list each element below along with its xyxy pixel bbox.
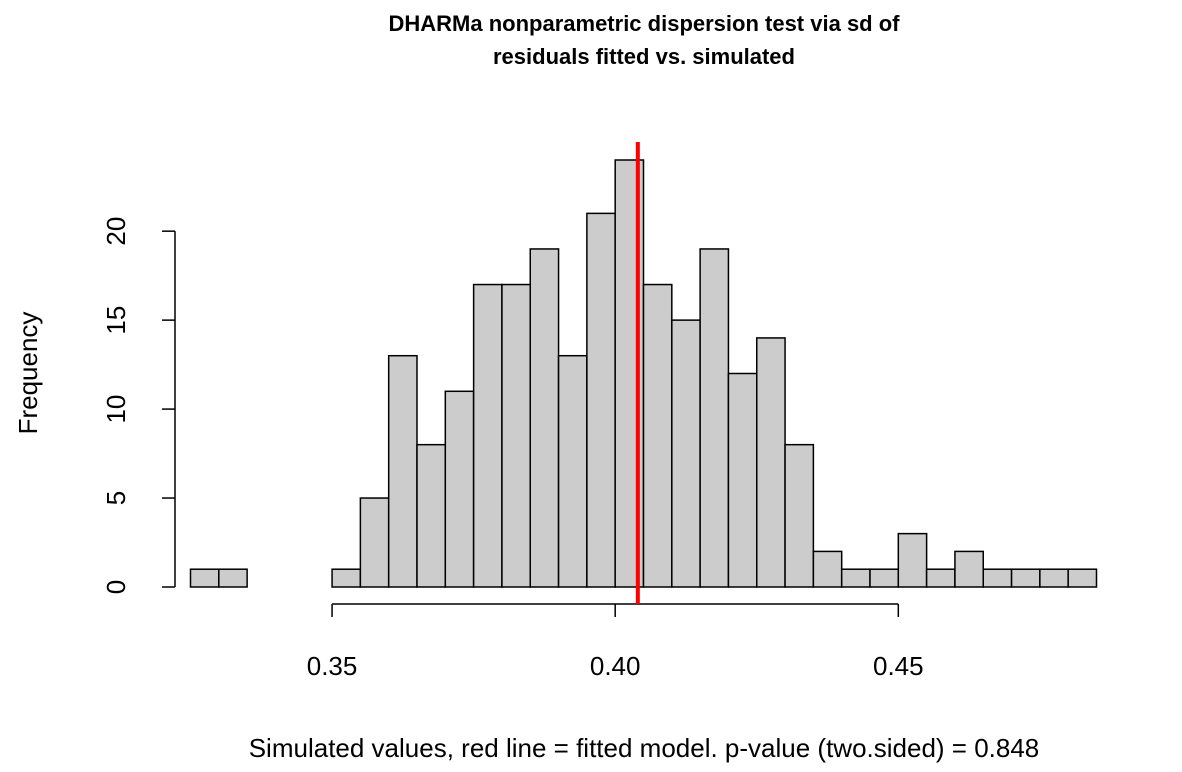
bar <box>557 354 588 588</box>
bar <box>699 248 730 588</box>
bar <box>840 568 871 588</box>
bar <box>671 319 701 588</box>
y-axis-label: Frequency <box>13 312 43 435</box>
x-tick-label: 0.45 <box>873 651 924 681</box>
bar <box>897 532 928 588</box>
bar <box>586 212 616 588</box>
bar <box>189 568 220 588</box>
bar <box>416 443 447 588</box>
x-tick-label: 0.40 <box>590 651 641 681</box>
bar <box>331 568 362 588</box>
bar <box>784 443 815 588</box>
bar <box>218 568 248 588</box>
bar <box>472 283 503 588</box>
bar <box>359 497 390 588</box>
y-tick-label: 0 <box>101 580 131 594</box>
y-tick-label: 15 <box>101 306 131 335</box>
bar <box>925 568 956 588</box>
bar <box>727 372 758 588</box>
y-tick-label: 5 <box>101 491 131 505</box>
y-tick-label: 20 <box>101 217 131 246</box>
chart-title: residuals fitted vs. simulated <box>493 44 795 69</box>
bar <box>982 568 1013 588</box>
x-axis-label: Simulated values, red line = fitted mode… <box>249 733 1040 763</box>
bar <box>1039 568 1069 588</box>
y-tick-label: 10 <box>101 395 131 424</box>
bar <box>954 550 984 588</box>
bar <box>387 354 418 588</box>
bar <box>501 283 531 588</box>
x-tick-label: 0.35 <box>307 651 358 681</box>
bar <box>642 283 673 588</box>
bar <box>1010 568 1041 588</box>
bar <box>812 550 843 588</box>
bar <box>756 337 786 588</box>
chart-title: DHARMa nonparametric dispersion test via… <box>389 11 901 36</box>
bar <box>529 248 560 588</box>
bar <box>444 390 475 588</box>
bar <box>869 568 900 588</box>
bar <box>1067 568 1098 588</box>
